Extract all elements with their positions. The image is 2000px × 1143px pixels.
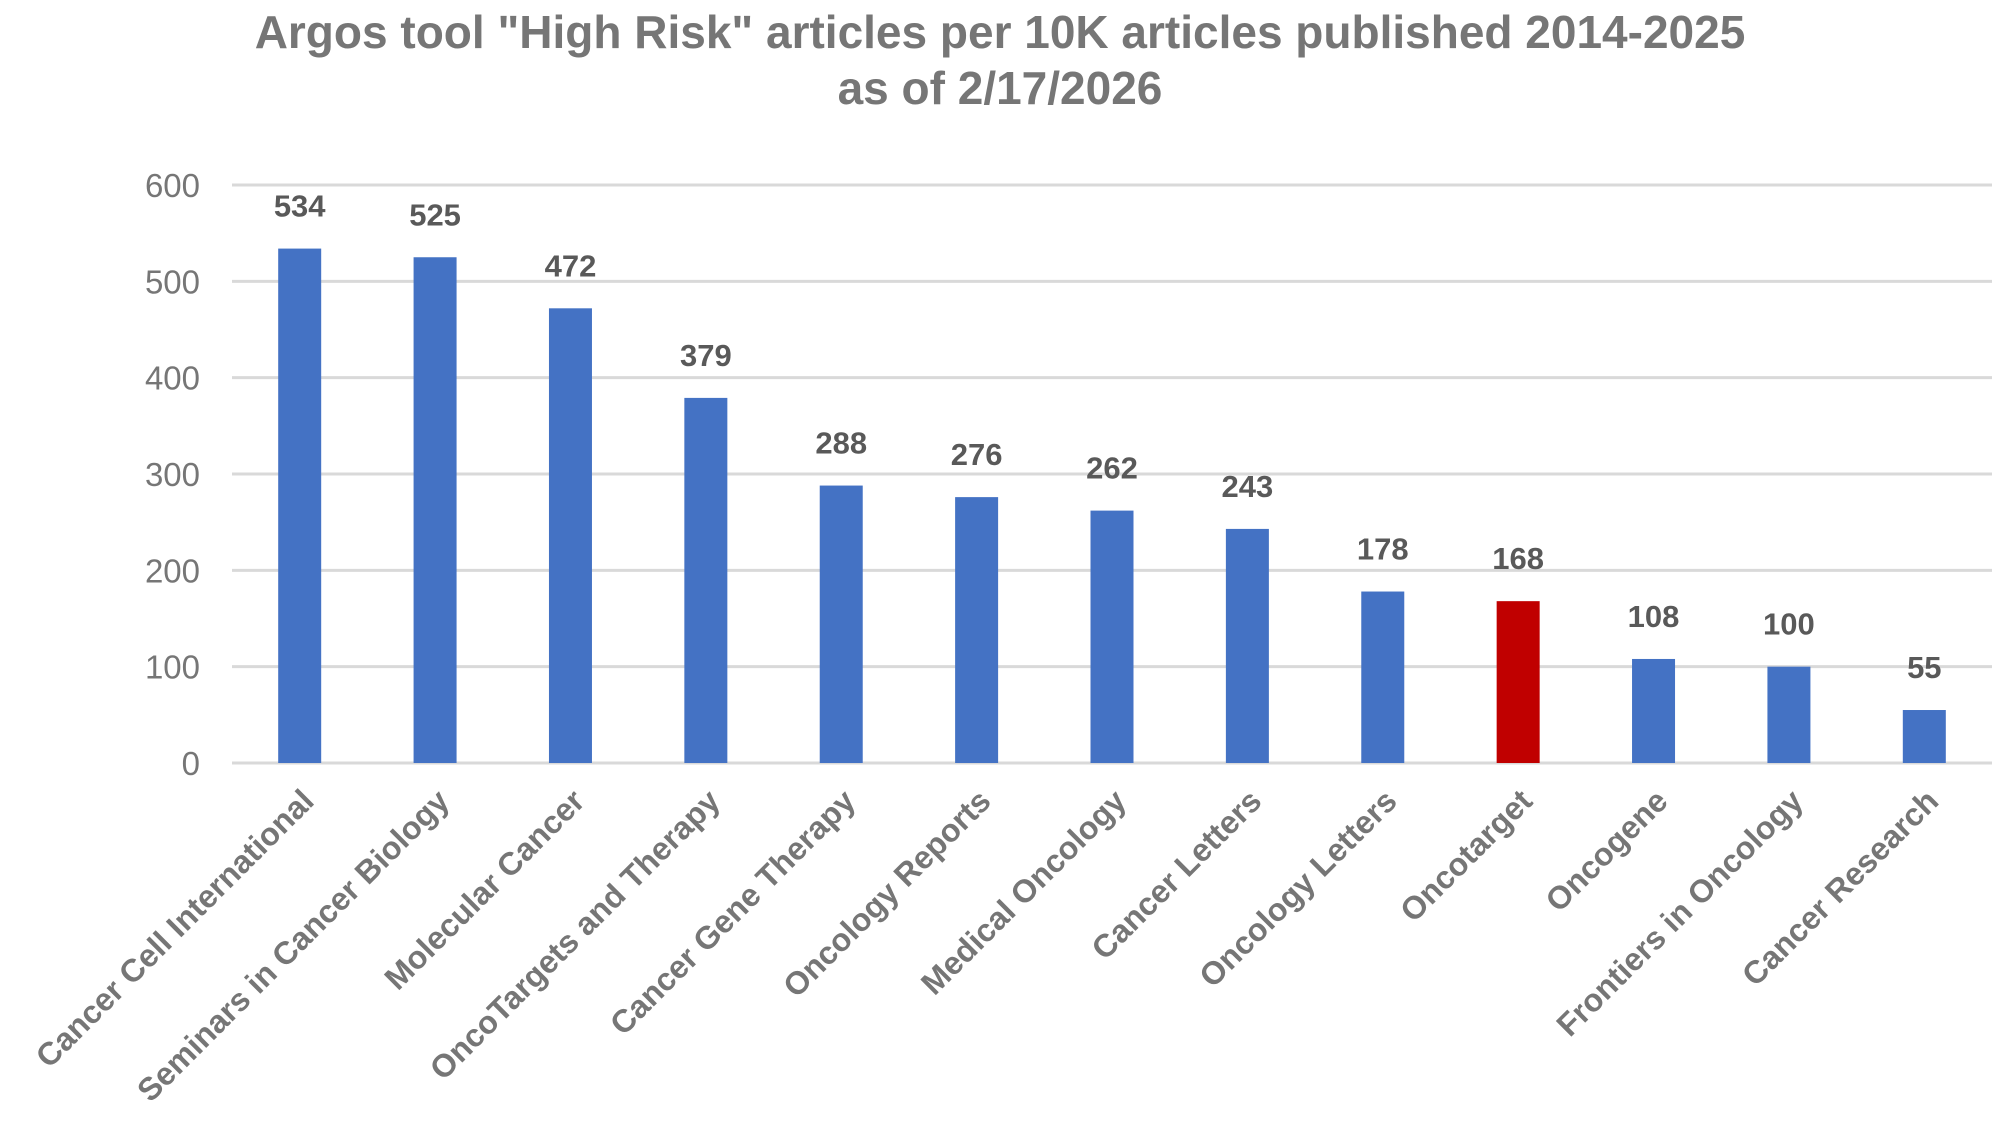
- bar: [1090, 510, 1134, 763]
- bar: [1496, 601, 1540, 763]
- data-label: 100: [1763, 607, 1815, 642]
- category-label: Cancer Gene Therapy: [603, 782, 863, 1042]
- data-label: 262: [1086, 451, 1138, 486]
- data-label: 276: [951, 437, 1003, 472]
- bar: [1361, 591, 1405, 763]
- data-label: 472: [545, 248, 597, 283]
- data-label: 168: [1492, 541, 1544, 576]
- category-label: Frontiers in Oncology: [1549, 782, 1810, 1043]
- data-label: 108: [1628, 599, 1680, 634]
- bar: [1902, 710, 1946, 763]
- data-label: 379: [680, 338, 732, 373]
- bar: [684, 397, 728, 763]
- bar: [278, 248, 322, 763]
- y-tick-label: 200: [145, 552, 200, 589]
- bar: [548, 308, 592, 763]
- data-label: 243: [1222, 469, 1274, 504]
- y-tick-label: 300: [145, 456, 200, 493]
- y-tick-label: 0: [182, 745, 200, 782]
- y-tick-label: 400: [145, 360, 200, 397]
- category-label: Oncotarget: [1393, 782, 1539, 928]
- category-label: Cancer Cell International: [29, 782, 321, 1074]
- chart-title-line: Argos tool "High Risk" articles per 10K …: [254, 6, 1746, 58]
- bar: [955, 497, 999, 763]
- data-label: 288: [815, 426, 867, 461]
- y-tick-label: 600: [145, 167, 200, 204]
- data-label: 534: [274, 189, 326, 224]
- category-label: Oncogene: [1538, 782, 1674, 918]
- category-label: OncoTargets and Therapy: [423, 782, 727, 1086]
- chart-title: Argos tool "High Risk" articles per 10K …: [0, 4, 2000, 116]
- bar: [1767, 666, 1811, 763]
- bar: [413, 257, 457, 763]
- data-label: 178: [1357, 532, 1409, 567]
- bar: [819, 485, 863, 763]
- bar: [1632, 658, 1676, 763]
- data-label: 55: [1907, 650, 1941, 685]
- y-tick-label: 100: [145, 649, 200, 686]
- data-label: 525: [409, 197, 461, 232]
- chart-subtitle: as of 2/17/2026: [837, 62, 1163, 114]
- y-tick-label: 500: [145, 263, 200, 300]
- bar: [1225, 528, 1269, 763]
